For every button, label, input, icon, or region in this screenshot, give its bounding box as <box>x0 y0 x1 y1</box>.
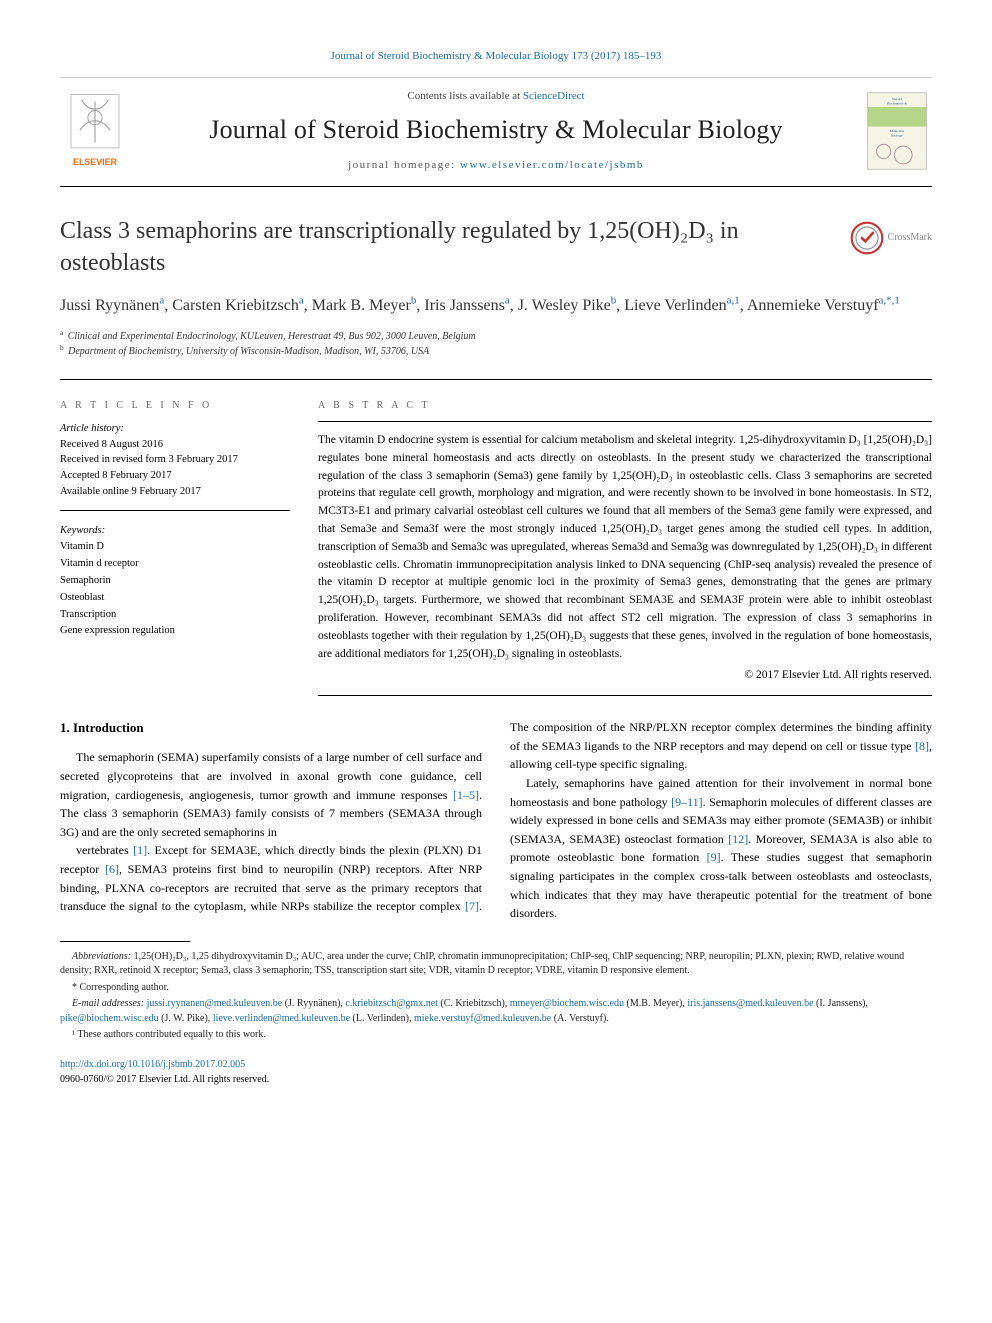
article-history: Article history: Received 8 August 2016 … <box>60 421 290 511</box>
crossmark-icon <box>850 221 884 255</box>
history-accepted: Accepted 8 February 2017 <box>60 468 290 484</box>
author-list: Jussi Ryynänena, Carsten Kriebitzscha, M… <box>60 293 932 319</box>
history-received: Received 8 August 2016 <box>60 437 290 453</box>
journal-title: Journal of Steroid Biochemistry & Molecu… <box>148 110 844 149</box>
affiliation-a: a Clinical and Experimental Endocrinolog… <box>60 329 932 344</box>
svg-text:ELSEVIER: ELSEVIER <box>73 156 117 166</box>
abbreviations-note: Abbreviations: 1,25(OH)₂D₃, 1,25 dihydro… <box>60 950 932 979</box>
keywords-block: Keywords: Vitamin D Vitamin d receptor S… <box>60 523 290 641</box>
doi-link[interactable]: http://dx.doi.org/10.1016/j.jsbmb.2017.0… <box>60 1059 245 1070</box>
journal-banner: ELSEVIER Contents lists available at Sci… <box>60 77 932 187</box>
keyword: Vitamin d receptor <box>60 556 290 573</box>
history-heading: Article history: <box>60 421 290 437</box>
elsevier-logo: ELSEVIER <box>60 91 130 171</box>
abstract-label: A B S T R A C T <box>318 398 932 413</box>
keyword: Gene expression regulation <box>60 623 290 640</box>
sciencedirect-link[interactable]: ScienceDirect <box>523 90 585 102</box>
svg-text:Molecular: Molecular <box>890 128 905 132</box>
article-title: Class 3 semaphorins are transcriptionall… <box>60 215 932 280</box>
footnotes: Abbreviations: 1,25(OH)₂D₃, 1,25 dihydro… <box>60 950 932 1043</box>
corresponding-author-note: * Corresponding author. <box>60 981 932 996</box>
history-online: Available online 9 February 2017 <box>60 484 290 500</box>
journal-cover-thumbnail: Steroid Biochemistry & Molecular Biology <box>862 91 932 171</box>
abstract-copyright: © 2017 Elsevier Ltd. All rights reserved… <box>318 667 932 685</box>
affiliation-b: b Department of Biochemistry, University… <box>60 344 932 359</box>
main-body: 1. Introduction The semaphorin (SEMA) su… <box>60 718 932 923</box>
keyword: Vitamin D <box>60 539 290 556</box>
intro-para-1: The semaphorin (SEMA) superfamily consis… <box>60 748 482 841</box>
keyword: Osteoblast <box>60 590 290 607</box>
homepage-link[interactable]: www.elsevier.com/locate/jsbmb <box>460 159 644 171</box>
crossmark-label: CrossMark <box>888 230 932 245</box>
running-header: Journal of Steroid Biochemistry & Molecu… <box>60 48 932 65</box>
history-revised: Received in revised form 3 February 2017 <box>60 452 290 468</box>
affiliations: a Clinical and Experimental Endocrinolog… <box>60 329 932 359</box>
svg-text:Steroid: Steroid <box>892 96 902 100</box>
email-addresses: E-mail addresses: jussi.ryynanen@med.kul… <box>60 997 932 1026</box>
doi-block: http://dx.doi.org/10.1016/j.jsbmb.2017.0… <box>60 1057 932 1087</box>
intro-para-3: Lately, semaphorins have gained attentio… <box>510 774 932 923</box>
abstract-text: The vitamin D endocrine system is essent… <box>318 432 932 685</box>
crossmark-badge[interactable]: CrossMark <box>850 221 932 255</box>
equal-contribution-note: ¹ These authors contributed equally to t… <box>60 1028 932 1043</box>
running-header-link[interactable]: Journal of Steroid Biochemistry & Molecu… <box>331 50 662 62</box>
contents-line: Contents lists available at ScienceDirec… <box>148 88 844 105</box>
keyword: Semaphorin <box>60 573 290 590</box>
svg-text:Biochemistry &: Biochemistry & <box>887 101 908 105</box>
svg-text:Biology: Biology <box>891 133 903 137</box>
section-heading-intro: 1. Introduction <box>60 718 482 738</box>
issn-copyright: 0960-0760/© 2017 Elsevier Ltd. All right… <box>60 1074 269 1085</box>
keyword: Transcription <box>60 607 290 624</box>
keywords-heading: Keywords: <box>60 523 290 540</box>
journal-homepage: journal homepage: www.elsevier.com/locat… <box>148 157 844 174</box>
article-info-label: A R T I C L E I N F O <box>60 398 290 413</box>
